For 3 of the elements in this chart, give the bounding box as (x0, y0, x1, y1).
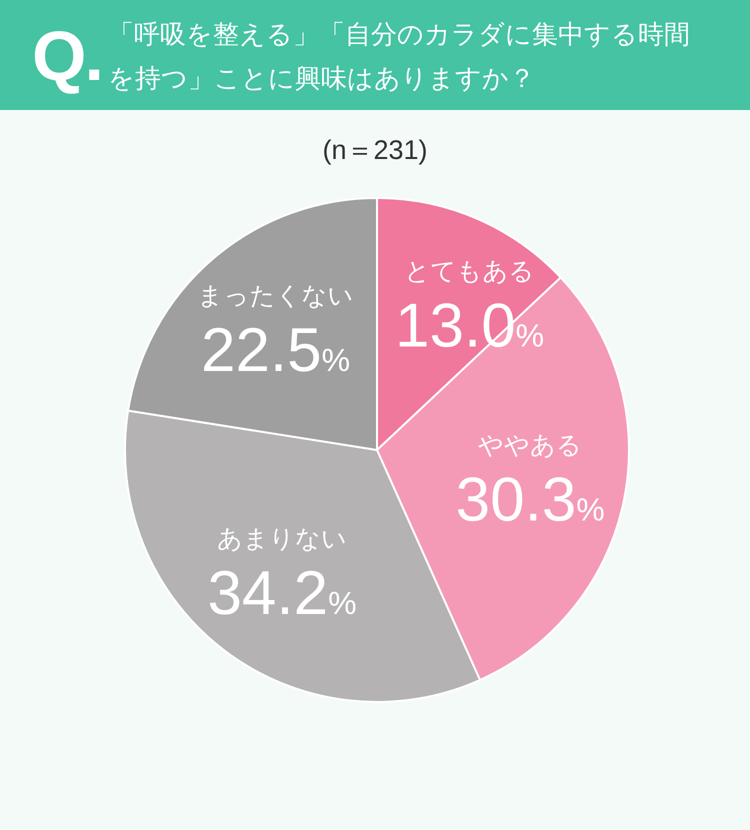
chart-title: 「呼吸を整える」「自分のカラダに集中する時間を持つ」ことに興味はありますか？ (108, 18, 691, 95)
text: Q. (32, 17, 102, 95)
chart-subtitle: (n＝231) (321, 134, 429, 167)
